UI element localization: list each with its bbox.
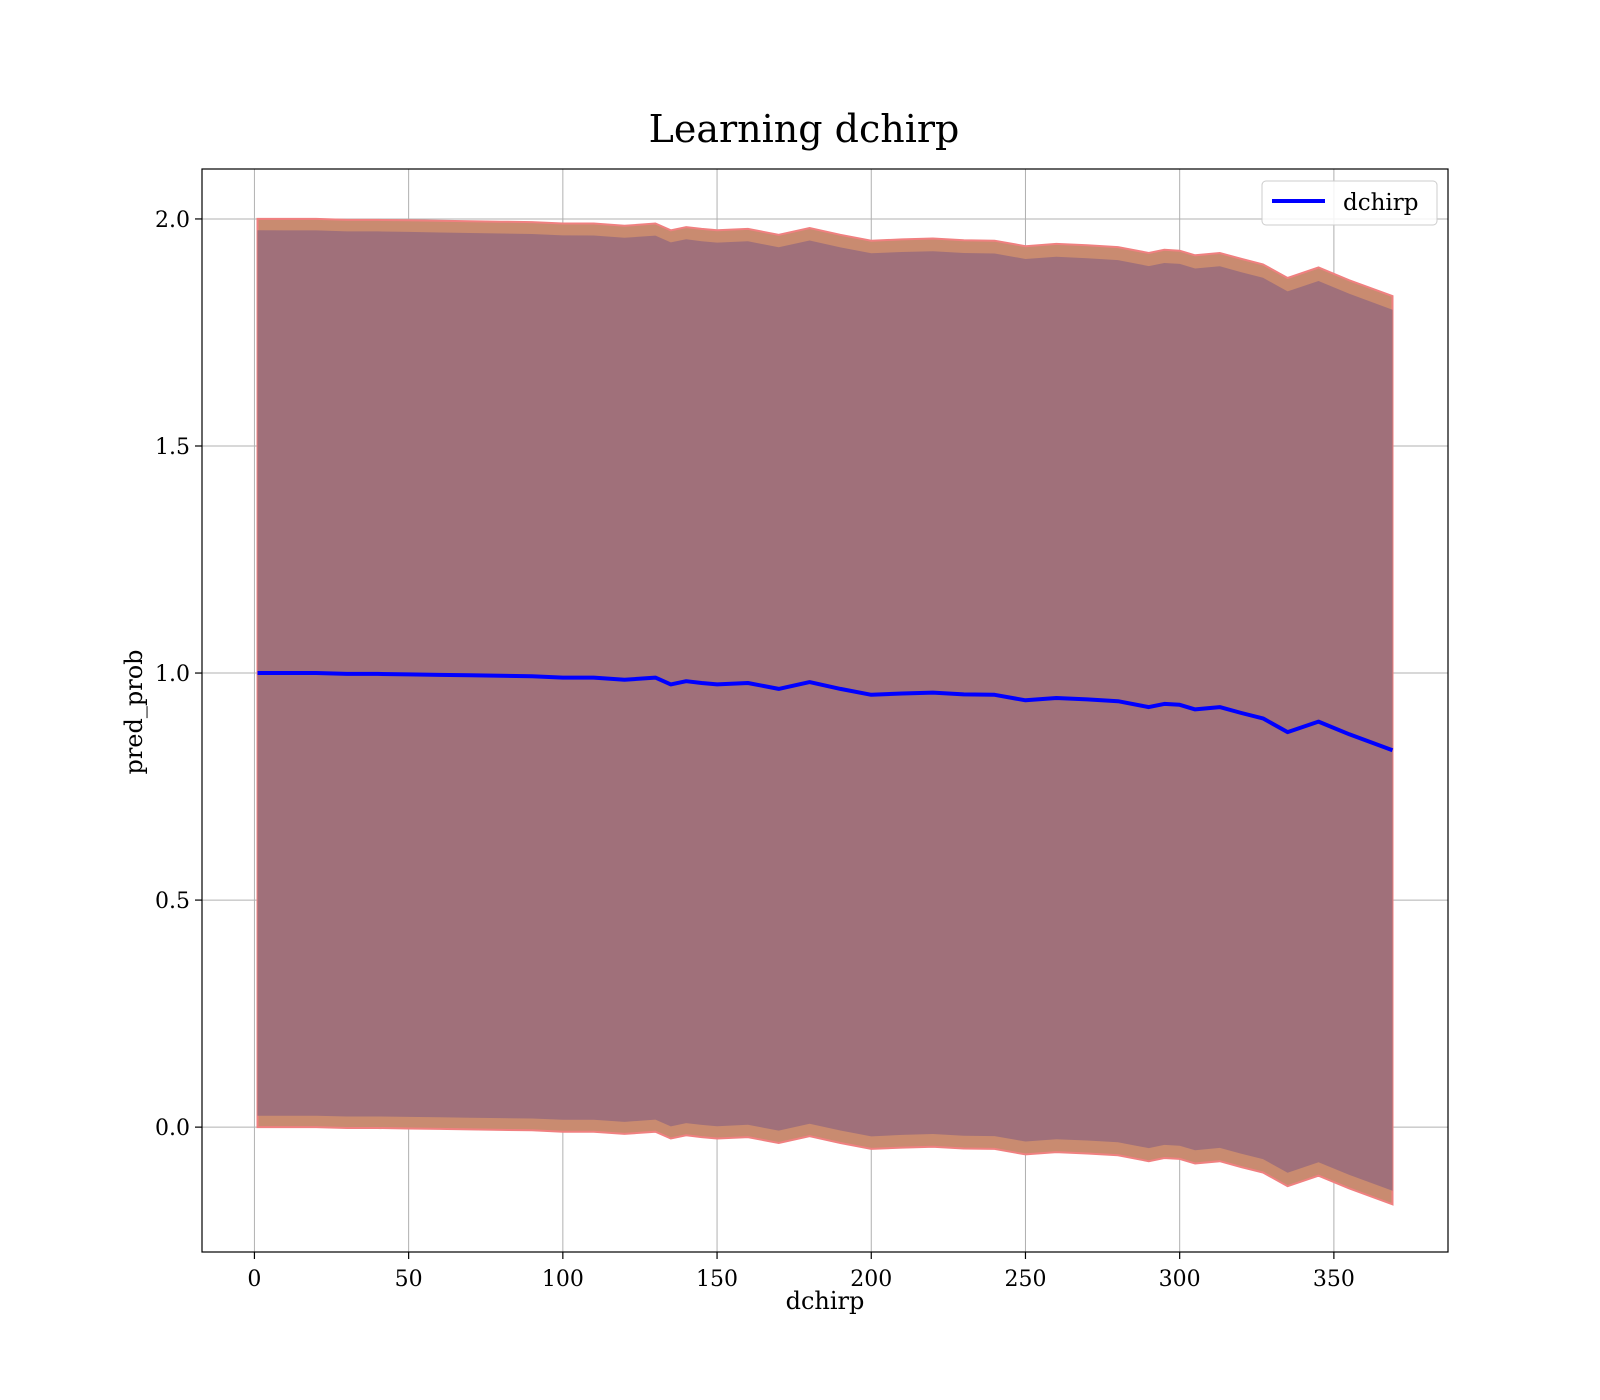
x-tick-label: 0	[247, 1267, 261, 1292]
bands	[256, 217, 1394, 1206]
y-tick-label: 2.0	[155, 208, 190, 233]
x-tick-label: 350	[1313, 1267, 1355, 1292]
x-tick-label: 150	[696, 1267, 738, 1292]
y-tick-label: 0.5	[155, 889, 190, 914]
legend-box	[1261, 180, 1438, 226]
series-line-dchirp	[257, 671, 1394, 753]
y-tick-label: 1.5	[155, 435, 190, 460]
band-inner	[257, 230, 1393, 1191]
series-layer	[257, 671, 1394, 753]
chart-title: Learning dchirp	[649, 107, 960, 151]
x-tick-label: 250	[1004, 1267, 1046, 1292]
legend-entry-dchirp: dchirp	[1343, 190, 1419, 216]
x-axis-label: dchirp	[786, 1287, 865, 1315]
x-tick-label: 100	[542, 1267, 584, 1292]
y-axis-label: pred_prob	[120, 649, 148, 774]
y-tick-label: 1.0	[155, 662, 190, 687]
x-axis: 0 50 100 150 200 250 300 350	[247, 1252, 1355, 1292]
x-tick-label: 50	[395, 1267, 423, 1292]
legend: dchirp	[1261, 180, 1438, 226]
y-tick-label: 0.0	[155, 1116, 190, 1141]
y-axis: 0.0 0.5 1.0 1.5 2.0	[155, 208, 202, 1141]
x-tick-label: 200	[850, 1267, 892, 1292]
x-tick-label: 300	[1159, 1267, 1201, 1292]
plot-frame	[201, 168, 1449, 1253]
